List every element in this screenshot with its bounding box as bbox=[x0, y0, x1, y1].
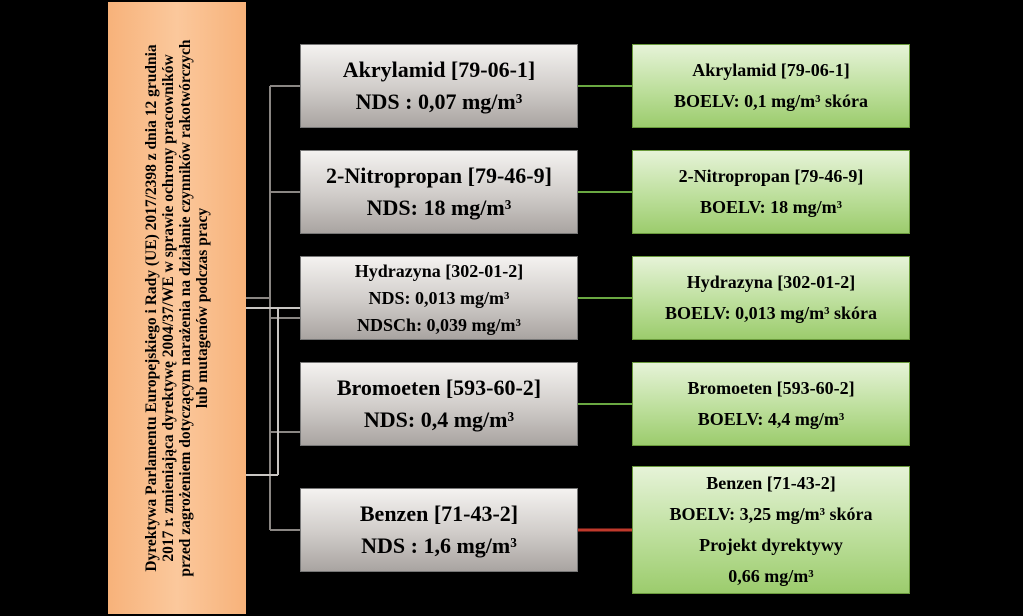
box-line: Bromoeten [593-60-2] bbox=[336, 375, 542, 400]
box-line: Hydrazyna [302-01-2] bbox=[354, 260, 524, 281]
national-limit-box: Akrylamid [79-06-1] NDS : 0,07 mg/m³ bbox=[300, 44, 578, 128]
eu-limit-box: Benzen [71-43-2] BOELV: 3,25 mg/m³ skóra P… bbox=[632, 466, 910, 594]
box-line: Akrylamid [79-06-1] bbox=[342, 57, 536, 82]
box-line: BOELV: 4,4 mg/m³ bbox=[697, 409, 845, 429]
box-line: NDS: 0,013 mg/m³ bbox=[368, 287, 510, 308]
box-line: NDSCh: 0,039 mg/m³ bbox=[357, 314, 521, 335]
box-line: Benzen [71-43-2] bbox=[706, 473, 836, 493]
eu-limit-box: Akrylamid [79-06-1] BOELV: 0,1 mg/m³ skór… bbox=[632, 44, 910, 128]
national-limit-box: Bromoeten [593-60-2] NDS: 0,4 mg/m³ bbox=[300, 362, 578, 446]
national-limit-box: Benzen [71-43-2] NDS : 1,6 mg/m³ bbox=[300, 488, 578, 572]
box-line: BOELV: 3,25 mg/m³ skóra bbox=[669, 504, 873, 524]
box-line: NDS: 18 mg/m³ bbox=[366, 195, 512, 220]
directive-line: Dyrektywa Parlamentu Europejskiego i Rad… bbox=[143, 44, 160, 572]
box-line: Akrylamid [79-06-1] bbox=[692, 60, 850, 80]
box-line: Hydrazyna [302-01-2] bbox=[686, 272, 856, 292]
box-line: BOELV: 0,013 mg/m³ skóra bbox=[664, 303, 878, 323]
box-line: Benzen [71-43-2] bbox=[359, 501, 519, 526]
directive-line: przed zagrożeniem dotyczącym narażenia n… bbox=[177, 39, 194, 577]
national-limit-box: 2-Nitropropan [79-46-9] NDS: 18 mg/m³ bbox=[300, 150, 578, 234]
box-line: BOELV: 0,1 mg/m³ skóra bbox=[673, 91, 869, 111]
directive-box: Dyrektywa Parlamentu Europejskiego i Rad… bbox=[108, 2, 246, 614]
box-line: Bromoeten [593-60-2] bbox=[687, 378, 855, 398]
eu-limit-box: Bromoeten [593-60-2] BOELV: 4,4 mg/m³ bbox=[632, 362, 910, 446]
eu-limit-box: 2-Nitropropan [79-46-9] BOELV: 18 mg/m³ bbox=[632, 150, 910, 234]
box-line: 2-Nitropropan [79-46-9] bbox=[326, 163, 552, 188]
box-line: 2-Nitropropan [79-46-9] bbox=[678, 166, 864, 186]
directive-text: Dyrektywa Parlamentu Europejskiego i Rad… bbox=[143, 8, 211, 608]
box-line: NDS: 0,4 mg/m³ bbox=[363, 407, 515, 432]
directive-line: 2017 r. zmieniająca dyrektywę 2004/37/WE… bbox=[160, 54, 177, 562]
directive-line: lub mutagenów podczas pracy bbox=[194, 207, 211, 409]
box-line: Projekt dyrektywy bbox=[699, 535, 843, 555]
box-line: NDS : 1,6 mg/m³ bbox=[361, 533, 517, 558]
box-line: 0,66 mg/m³ bbox=[728, 566, 814, 586]
box-line: BOELV: 18 mg/m³ bbox=[699, 197, 843, 217]
box-line: NDS : 0,07 mg/m³ bbox=[355, 89, 523, 114]
eu-limit-box: Hydrazyna [302-01-2] BOELV: 0,013 mg/m³ s… bbox=[632, 256, 910, 340]
national-limit-box: Hydrazyna [302-01-2] NDS: 0,013 mg/m³ NDSC… bbox=[300, 256, 578, 340]
